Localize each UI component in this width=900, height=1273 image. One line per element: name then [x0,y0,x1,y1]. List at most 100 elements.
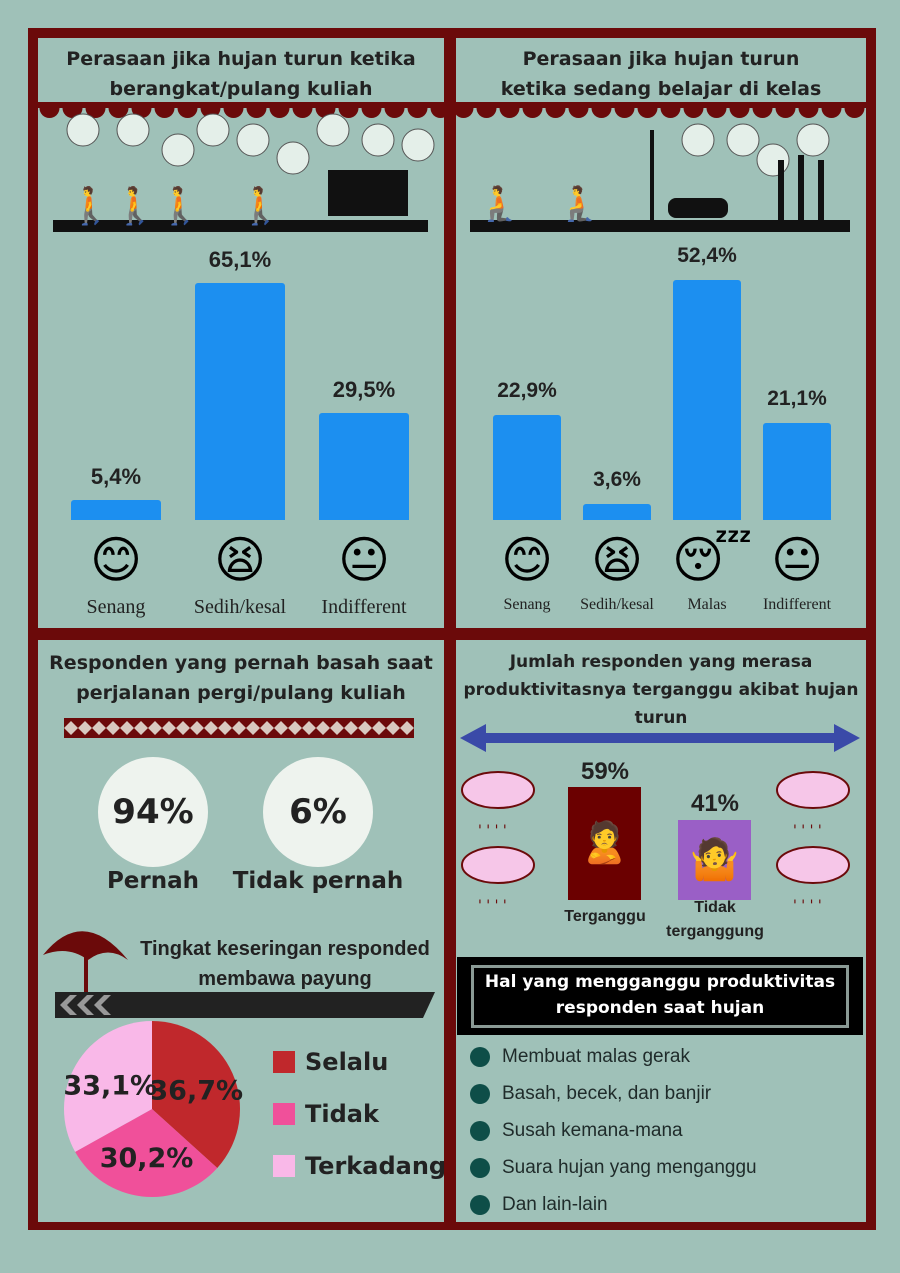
panel-1-title: Perasaan jika hujan turun ketika berangka… [38,44,444,104]
title-line: Responden yang pernah basah saat [49,652,433,674]
rain-scene-illustration: 🚶🚶🚶 🚶 🧎 🧎 [38,102,866,232]
stat-label: Pernah [106,868,200,894]
bar-value-label: 3,6% [593,467,641,491]
tidak-terganggu-label: Tidak terganggung [655,896,775,944]
crying-icon: 😫 [590,531,644,589]
smiley-icon: 😊 [89,531,143,589]
list-item-text: Suara hujan yang menganggu [502,1157,757,1178]
subtitle-line: membawa payung [198,968,372,990]
subtitle-line: Tingkat keseringan responded [140,938,430,960]
title-line: Jumlah responden yang merasa [509,652,813,672]
bar [673,280,741,520]
terganggu-box: 🙎 [568,787,641,900]
bar-value-label: 21,1% [767,387,827,411]
svg-text:🚶: 🚶 [238,185,283,227]
stat-value: 94% [112,792,194,832]
bar-value-label: 29,5% [332,376,396,402]
title-line: ketika sedang belajar di kelas [500,78,822,100]
category-label: Senang [86,596,146,618]
pie-slice-tidak [75,1109,218,1197]
bar-value-label: 5,4% [90,464,142,490]
panel-3-title: Responden yang pernah basah saat perjalan… [38,648,444,708]
legend-swatch [273,1051,295,1073]
title-line: produktivitasnya terganggu akibat hujan [463,680,859,700]
title-line: Perasaan jika hujan turun ketika [66,48,416,70]
tidak-pernah-stat: 6% [263,757,373,867]
list-item-text: Susah kemana-mana [502,1120,683,1141]
svg-text:' ' ' ': ' ' ' ' [793,898,822,914]
title-line: perjalanan pergi/pulang kuliah [76,682,406,704]
pie-value-label: 30,2% [100,1143,194,1174]
smiley-icon: 😊 [500,531,554,589]
category-label: Senang [503,596,551,613]
pie-chart: 36,7% 30,2% 33,1% [63,1021,243,1197]
legend-swatch [273,1155,295,1177]
rain-clouds-illustration: ' ' ' ' ' ' ' ' ' ' ' ' ' ' ' ' [461,771,850,914]
pie-slice-terkadang [63,1021,152,1152]
category-label: Indifferent [762,596,832,613]
bullet-icon [470,1158,490,1178]
legend-label: Selalu [305,1048,389,1076]
category-label: Sedih/kesal [580,596,654,613]
sleepy-icon: 😴 [672,531,753,589]
stat-label: Tidak pernah [232,868,404,894]
bar-value-label: 52,4% [677,244,737,267]
bar [763,423,831,520]
umbrella-subtitle: Tingkat keseringan responded membawa payu… [130,934,440,994]
legend-item: Selalu [273,1048,388,1076]
legend-item: Terkadang [273,1152,446,1180]
bullet-icon [470,1084,490,1104]
terganggu-value: 59% [580,758,630,785]
pie-value-label: 36,7% [149,1075,243,1106]
bullet-icon [470,1121,490,1141]
legend-swatch [273,1103,295,1125]
list-title-box: Hal yang mengganggu produktivitas respond… [457,957,863,1035]
bar [195,283,285,520]
title-line: turun [634,708,688,728]
tidak-terganggu-value: 41% [690,790,740,817]
bar [583,503,651,520]
title-line: berangkat/pulang kuliah [109,78,373,100]
bar [71,500,161,520]
svg-text:' ' ' ': ' ' ' ' [793,823,822,839]
list-item-text: Membuat malas gerak [502,1046,690,1067]
list-item-text: Basah, becek, dan banjir [502,1083,712,1104]
neutral-face-icon: 😐 [337,531,391,589]
svg-text:🚶🚶🚶: 🚶🚶🚶 [68,185,202,227]
double-arrow-icon [460,724,860,752]
list-item: Membuat malas gerak [470,1046,690,1068]
list-item: Dan lain-lain [470,1194,608,1216]
category-label: Indifferent [321,596,407,618]
svg-text:' ' ' ': ' ' ' ' [478,823,507,839]
pie-value-label: 33,1% [63,1070,157,1101]
list-item: Susah kemana-mana [470,1120,683,1142]
bar-value-label: 65,1% [208,247,272,273]
bullet-icon [470,1195,490,1215]
legend-item: Tidak [273,1100,379,1128]
list-item-text: Dan lain-lain [502,1194,608,1215]
neutral-face-icon: 😐 [770,531,824,589]
label-line: Tidak [694,899,736,916]
svg-text:🧎: 🧎 [558,184,600,224]
pernah-stat: 94% [98,757,208,867]
bar-value-label: 22,9% [497,379,557,403]
arrow-band [55,992,435,1018]
bar [319,412,409,520]
title-line: responden saat hujan [555,998,765,1018]
legend-label: Tidak [305,1100,379,1128]
category-label: Sedih/kesal [193,596,287,618]
panel-2-title: Perasaan jika hujan turun ketika sedang b… [456,44,866,104]
svg-text:' ' ' ': ' ' ' ' [478,898,507,914]
confused-person-icon: 🙎 [579,820,630,866]
category-label: Malas [687,596,727,613]
bullet-icon [470,1047,490,1067]
decorative-band [64,718,414,738]
title-line: Hal yang mengganggu produktivitas [484,972,836,992]
list-item: Suara hujan yang menganggu [470,1157,757,1179]
terganggu-label: Terganggu [564,908,646,925]
label-line: terganggung [666,923,764,940]
stat-value: 6% [289,792,347,832]
tidak-terganggu-box: 🤷 [678,820,751,900]
crying-icon: 😫 [213,531,267,589]
